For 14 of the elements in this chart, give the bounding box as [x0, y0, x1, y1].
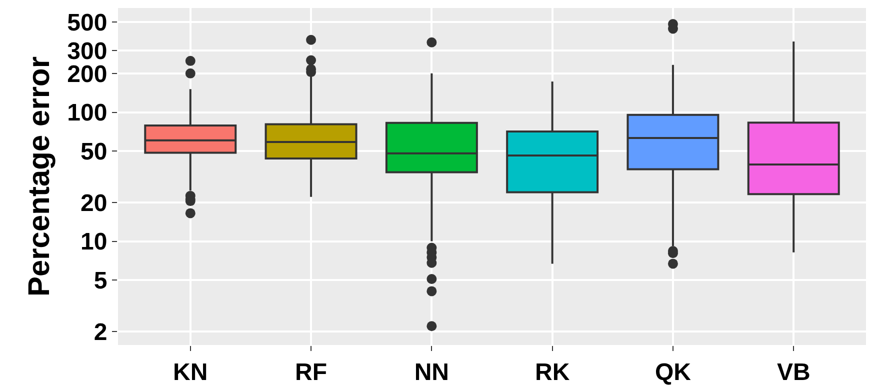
y-tick-label: 50 [80, 138, 108, 166]
y-tick-label: 10 [80, 228, 108, 256]
y-tick-label: 20 [80, 190, 108, 217]
y-tick-label: 5 [94, 268, 108, 294]
x-tick-label: RF [295, 358, 328, 386]
x-tick-label: KN [173, 358, 208, 386]
y-tick-label: 500 [67, 9, 108, 36]
y-tick-label: 2 [94, 318, 108, 346]
y-tick-label: 100 [67, 100, 108, 127]
x-tick-label: RK [534, 358, 570, 386]
x-tick-label: NN [414, 358, 450, 386]
y-axis-title: Percentage error [23, 56, 56, 297]
x-tick-label: VB [776, 358, 810, 386]
x-tick-label: QK [654, 358, 692, 386]
